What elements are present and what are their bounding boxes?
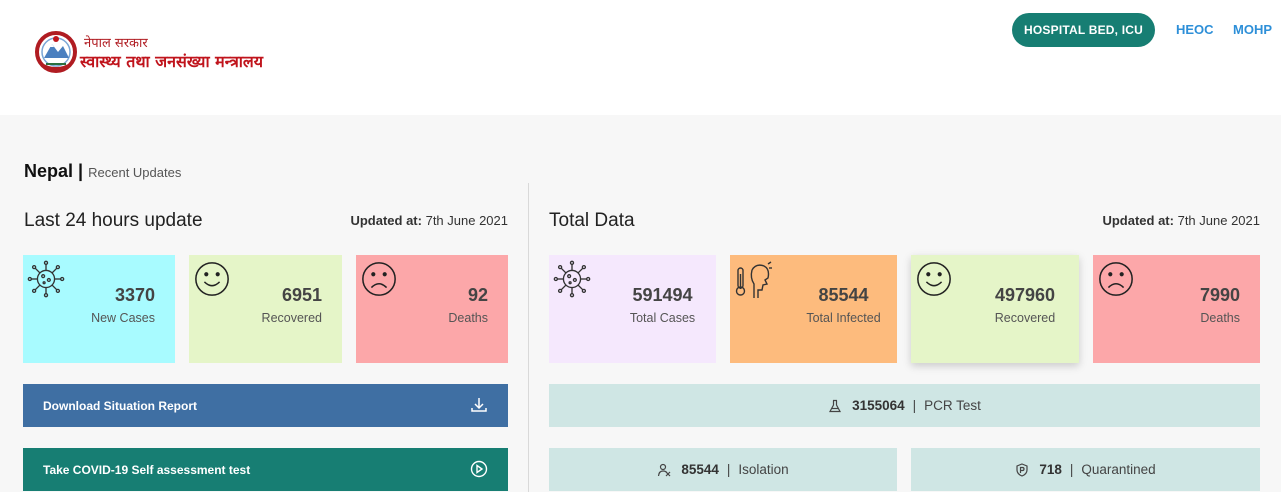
total-deaths-value: 7990 <box>1199 285 1240 305</box>
total-updated-label: Updated at: <box>1102 213 1174 228</box>
download-icon <box>471 398 487 412</box>
smile-icon <box>917 262 951 296</box>
logo-ministry-text: स्वास्थ्य तथा जनसंख्या मन्त्रालय <box>80 52 264 71</box>
total-deaths-card: 7990 Deaths <box>1093 255 1260 363</box>
total-data-title: Total Data <box>549 210 635 231</box>
new-cases-label: New Cases <box>91 311 155 325</box>
main-content: Nepal | Recent Updates Last 24 hours upd… <box>0 115 1281 492</box>
total-recovered-label: Recovered <box>994 311 1056 325</box>
download-situation-report-label: Download Situation Report <box>43 398 197 413</box>
total-infected-card: 85544 Total Infected <box>730 255 897 363</box>
download-situation-report-button[interactable]: Download Situation Report <box>23 384 508 427</box>
column-divider <box>528 183 529 492</box>
pcr-test-label: PCR Test <box>924 398 981 413</box>
isolation-label: Isolation <box>738 462 789 477</box>
virus-icon <box>553 260 591 298</box>
total-infected-label: Total Infected <box>806 311 881 325</box>
total-infected-value: 85544 <box>818 285 869 305</box>
virus-icon <box>27 260 65 298</box>
logo-government-text: नेपाल सरकार <box>84 36 148 51</box>
total-recovered-card: 497960 Recovered <box>911 255 1079 363</box>
page-subtitle: Recent Updates <box>88 165 182 180</box>
last24-updated-value: 7th June 2021 <box>425 213 508 228</box>
nepal-emblem-icon <box>35 31 77 73</box>
ministry-logo[interactable]: नेपाल सरकार स्वास्थ्य तथा जनसंख्या मन्त्… <box>32 28 282 78</box>
recovered-24h-label: Recovered <box>261 311 322 325</box>
last24-title: Last 24 hours update <box>24 210 203 231</box>
page-title: Nepal | Recent Updates <box>24 161 181 182</box>
hospital-bed-icu-button[interactable]: HOSPITAL BED, ICU <box>1012 13 1155 47</box>
total-cases-card: 591494 Total Cases <box>549 255 716 363</box>
header: नेपाल सरकार स्वास्थ्य तथा जनसंख्या मन्त्… <box>0 0 1281 115</box>
nav-link-heoc[interactable]: HEOC <box>1176 22 1214 37</box>
thermometer-person-icon <box>735 261 772 298</box>
deaths-24h-label: Deaths <box>448 311 488 325</box>
isolation-separator: | <box>726 462 731 477</box>
total-deaths-label: Deaths <box>1200 311 1240 325</box>
recovered-24h-value: 6951 <box>281 285 322 305</box>
self-assessment-test-button[interactable]: Take COVID-19 Self assessment test <box>23 448 508 491</box>
deaths-24h-value: 92 <box>467 285 488 305</box>
pcr-test-bar: 3155064 | PCR Test <box>549 384 1260 427</box>
total-updated-value: 7th June 2021 <box>1177 213 1260 228</box>
flask-icon <box>829 399 842 412</box>
recovered-24h-card: 6951 Recovered <box>189 255 342 363</box>
total-cases-label: Total Cases <box>629 311 696 325</box>
last24-updated: Updated at: 7th June 2021 <box>350 213 508 228</box>
total-updated: Updated at: 7th June 2021 <box>1102 213 1260 228</box>
new-cases-card: 3370 New Cases <box>23 255 175 363</box>
sad-icon <box>362 262 396 296</box>
quarantined-label: Quarantined <box>1081 462 1156 477</box>
pcr-test-value: 3155064 <box>852 398 905 413</box>
person-isolation-icon <box>658 463 671 476</box>
isolation-value: 85544 <box>681 462 719 477</box>
last24-updated-label: Updated at: <box>350 213 422 228</box>
nav-link-mohp[interactable]: MOHP <box>1233 22 1272 37</box>
sad-icon <box>1099 262 1133 296</box>
pcr-test-separator: | <box>912 398 917 413</box>
quarantined-separator: | <box>1069 462 1074 477</box>
smile-icon <box>195 262 229 296</box>
new-cases-value: 3370 <box>114 285 155 305</box>
play-circle-icon <box>470 460 488 478</box>
page-title-country: Nepal <box>24 161 74 181</box>
self-assessment-test-label: Take COVID-19 Self assessment test <box>43 462 251 477</box>
isolation-bar: 85544 | Isolation <box>549 448 897 491</box>
page-title-separator: | <box>78 161 84 181</box>
quarantined-bar: 718 | Quarantined <box>911 448 1260 491</box>
total-cases-value: 591494 <box>632 285 693 305</box>
deaths-24h-card: 92 Deaths <box>356 255 508 363</box>
shield-icon <box>1016 462 1028 477</box>
quarantined-value: 718 <box>1039 462 1062 477</box>
total-recovered-value: 497960 <box>994 285 1056 305</box>
